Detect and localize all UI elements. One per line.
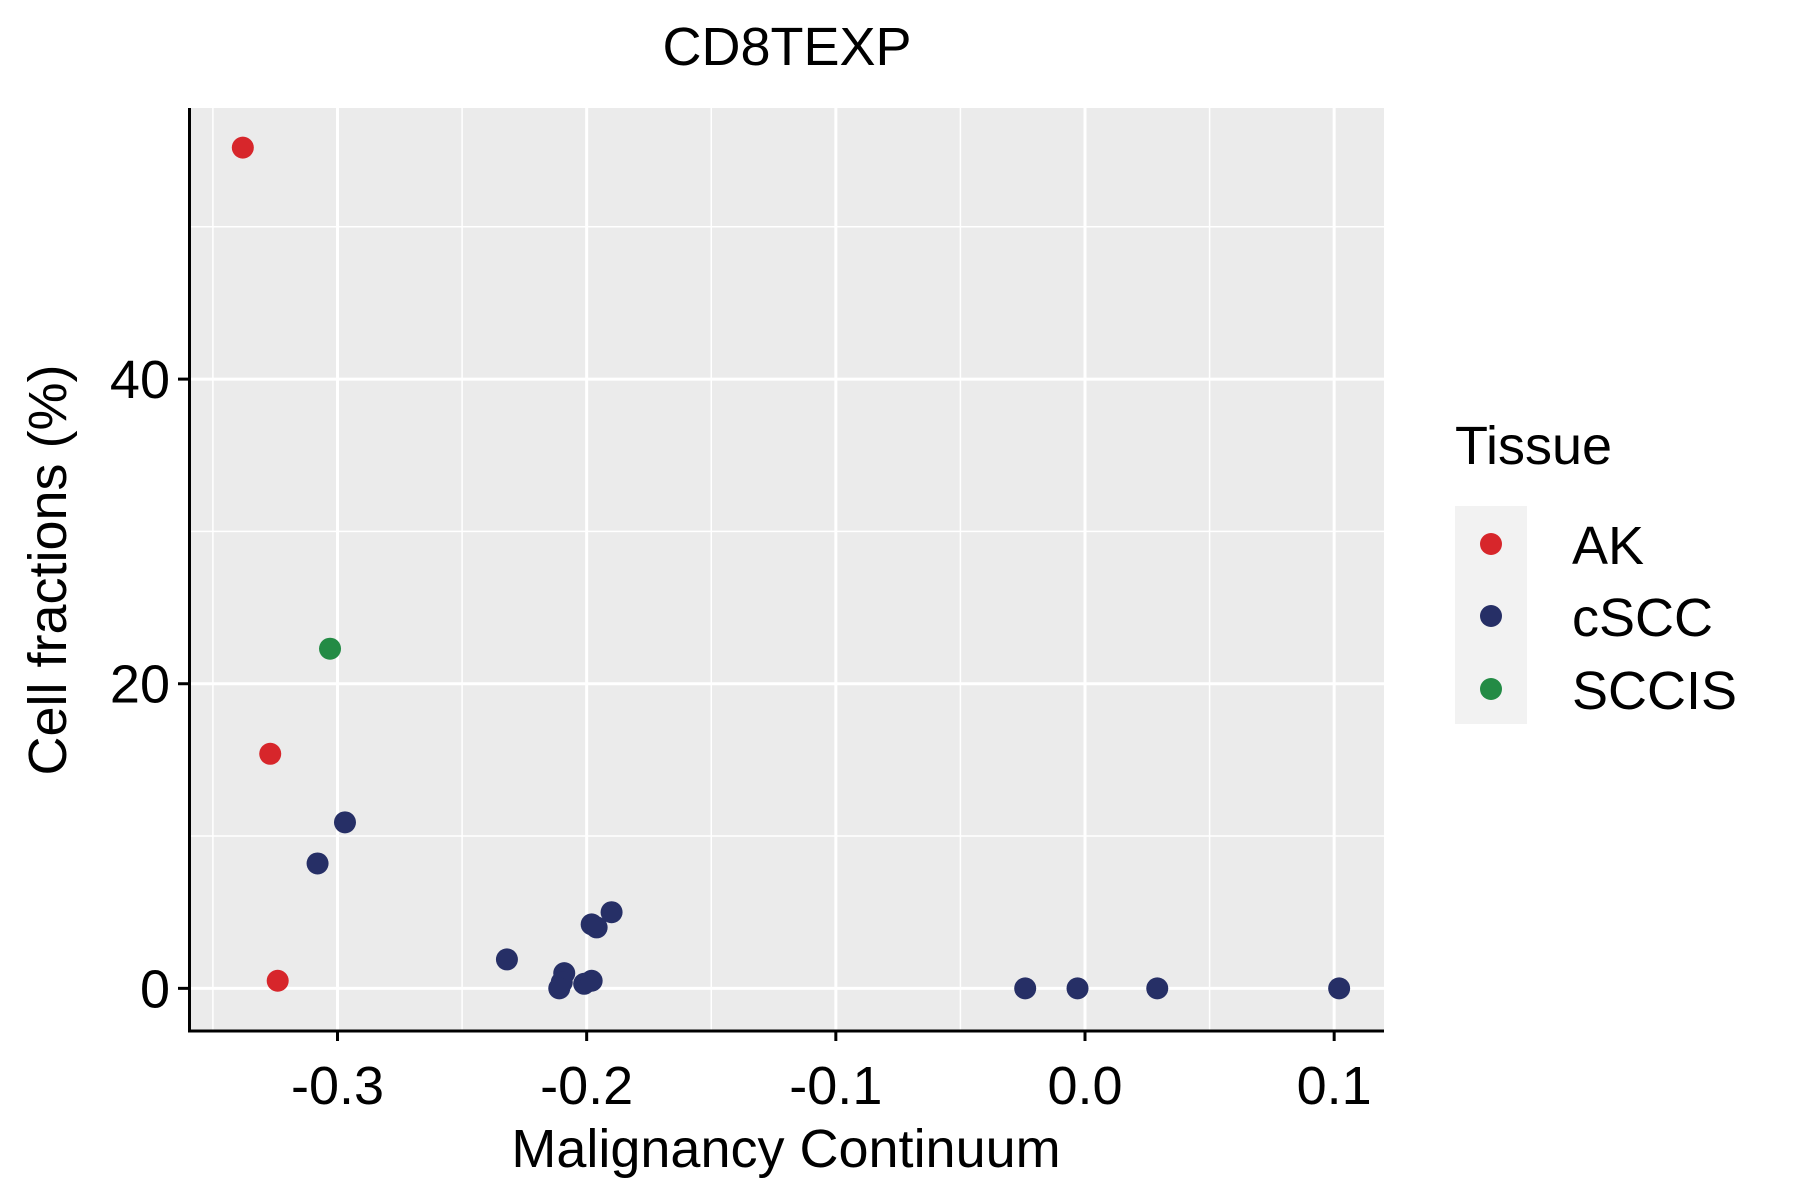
x-tick-label: -0.1: [789, 1056, 882, 1116]
point-cscc: [600, 901, 623, 924]
y-tick-label: 0: [140, 959, 170, 1019]
x-tick-label: -0.3: [291, 1056, 384, 1116]
x-tick-label: 0.0: [1047, 1056, 1122, 1116]
point-cscc: [306, 852, 329, 875]
point-cscc: [580, 969, 603, 992]
x-tick-label: 0.1: [1297, 1056, 1372, 1116]
point-cscc: [495, 948, 518, 971]
x-tick-label: -0.2: [540, 1056, 633, 1116]
legend-label-sccis: SCCIS: [1572, 661, 1737, 721]
point-ak: [259, 742, 282, 765]
legend-label-cscc: cSCC: [1572, 588, 1713, 648]
y-tick-label: 20: [110, 655, 170, 715]
point-cscc: [548, 977, 571, 1000]
x-axis-ticks: -0.3 -0.2 -0.1 0.0 0.1: [291, 1031, 1372, 1116]
legend-key-sccis: [1480, 678, 1502, 700]
minor-grid: [188, 108, 1384, 1031]
point-cscc: [333, 811, 356, 834]
major-grid: [188, 108, 1384, 1031]
plot-panel: [188, 108, 1384, 1031]
legend-key-ak: [1480, 533, 1502, 555]
point-cscc: [1146, 977, 1169, 1000]
y-tick-label: 40: [110, 350, 170, 410]
point-sccis: [319, 637, 342, 660]
x-axis-label: Malignancy Continuum: [511, 1119, 1060, 1179]
legend-label-ak: AK: [1572, 516, 1644, 576]
legend: Tissue AK cSCC SCCIS: [1455, 416, 1737, 724]
legend-title: Tissue: [1455, 416, 1612, 476]
y-axis-ticks: 0 20 40: [110, 350, 188, 1019]
point-ak: [231, 136, 254, 159]
legend-key-cscc: [1480, 605, 1502, 627]
point-cscc: [1066, 977, 1089, 1000]
point-ak: [266, 969, 289, 992]
point-cscc: [1328, 977, 1351, 1000]
point-cscc: [1014, 977, 1037, 1000]
y-axis-label: Cell fractions (%): [18, 364, 78, 775]
point-cscc: [585, 916, 608, 939]
data-points: [231, 136, 1351, 1000]
chart-title: CD8TEXP: [662, 17, 911, 77]
